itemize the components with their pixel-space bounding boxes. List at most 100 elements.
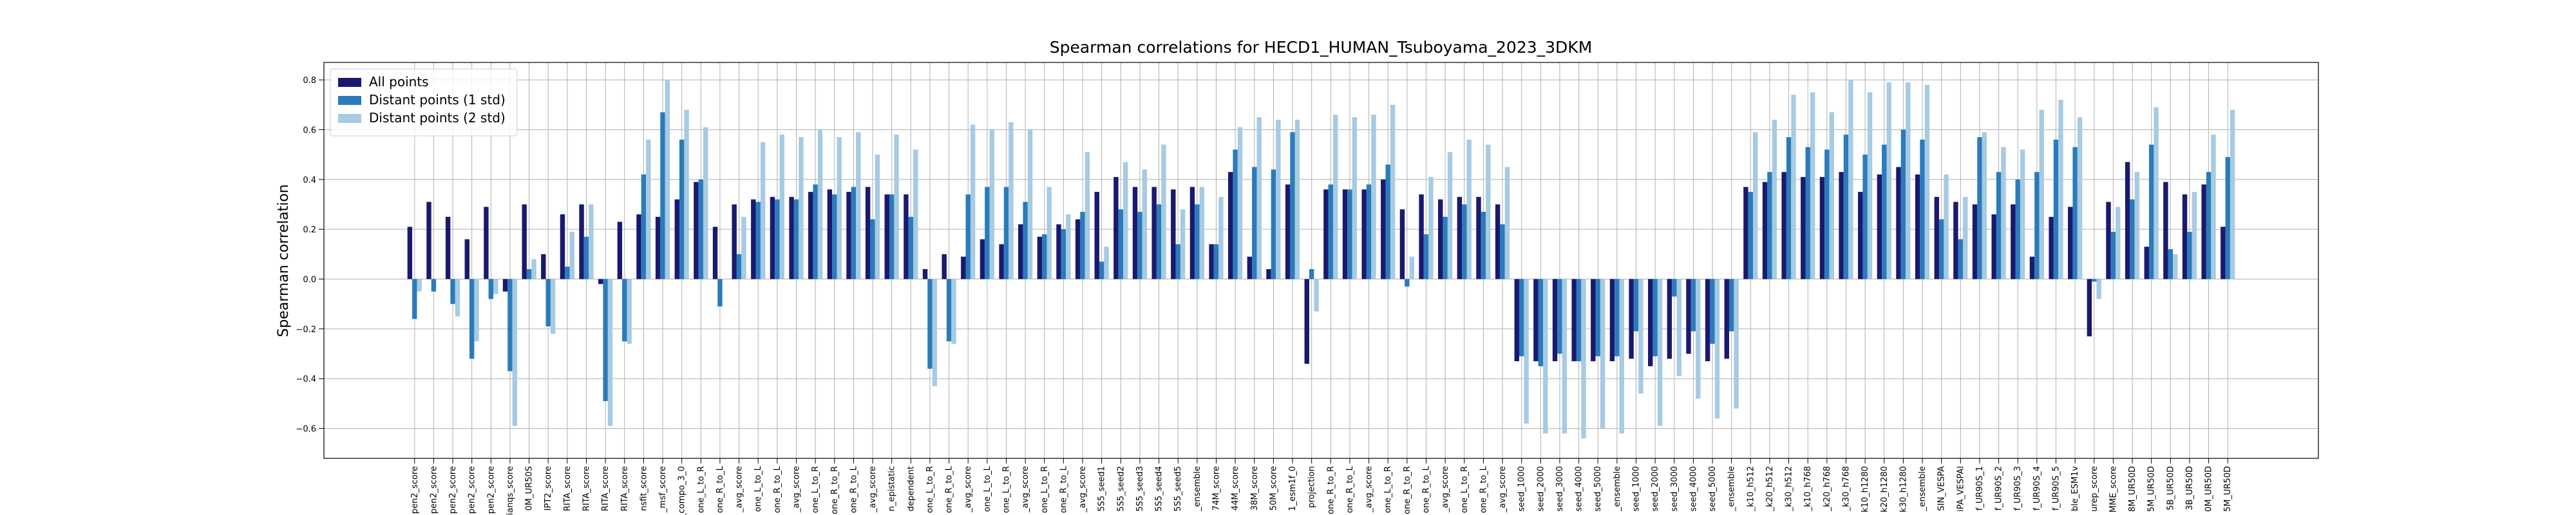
- x-tick-label: dependent: [906, 466, 916, 511]
- bar: [2072, 147, 2078, 279]
- bar: [474, 279, 479, 342]
- bar: [865, 187, 871, 279]
- bar: [1600, 279, 1605, 429]
- bar: [1533, 279, 1539, 362]
- bar: [1046, 187, 1052, 279]
- bar: [464, 239, 469, 279]
- bar: [1690, 279, 1696, 332]
- bar: [717, 279, 723, 307]
- bar: [817, 129, 823, 279]
- bar: [1705, 279, 1710, 362]
- bar: [1543, 279, 1548, 434]
- bar: [1390, 104, 1396, 279]
- bar: [1839, 172, 1844, 279]
- bar: [1309, 269, 1314, 279]
- bar: [2154, 107, 2159, 279]
- x-tick-label: f_UR90S_4: [2032, 466, 2042, 510]
- x-tick-label: RITA_score: [601, 466, 611, 511]
- x-tick-label: 5S5_seed5: [1173, 466, 1183, 512]
- bar: [2148, 144, 2154, 279]
- x-tick-label: one_R_to_L: [773, 465, 782, 513]
- bar: [1342, 189, 1348, 279]
- x-tick-label: _k10_h512: [1746, 466, 1756, 512]
- bar: [2134, 172, 2140, 279]
- bar: [1824, 149, 1830, 279]
- bar: [1609, 279, 1615, 362]
- x-tick-label: one_L_to_R: [811, 466, 820, 513]
- x-tick-label: 0M_UR50S: [525, 466, 535, 510]
- bar: [1371, 115, 1376, 279]
- y-tick-label: −0.2: [296, 325, 316, 335]
- bar: [965, 194, 971, 279]
- bar: [2015, 179, 2020, 279]
- bar: [1199, 187, 1204, 279]
- bar: [1710, 279, 1715, 344]
- bar: [2211, 135, 2216, 279]
- bar: [846, 192, 851, 279]
- bar: [507, 279, 513, 371]
- bar: [1405, 279, 1410, 287]
- x-tick-label: pen2_score: [448, 466, 458, 514]
- x-tick-label: f_UR90S_1: [1975, 466, 1985, 510]
- bar: [1156, 204, 1162, 279]
- bar: [2125, 162, 2130, 279]
- x-tick-label: 5S5_seed3: [1135, 466, 1145, 512]
- legend-swatch: [338, 96, 361, 105]
- bar: [946, 279, 952, 342]
- x-tick-label: _k10_h768: [1803, 466, 1813, 512]
- bar: [1381, 179, 1386, 279]
- bar: [2230, 109, 2235, 279]
- bar: [1676, 279, 1681, 377]
- bar: [1009, 122, 1014, 279]
- bar: [1314, 279, 1319, 312]
- bar: [770, 196, 775, 279]
- bar: [1056, 224, 1061, 279]
- bar: [1791, 95, 1796, 279]
- x-tick-label: one_R_to_R: [1326, 466, 1336, 514]
- bar: [641, 174, 647, 279]
- bar: [1500, 224, 1505, 279]
- bar: [989, 129, 994, 279]
- bar: [1023, 201, 1028, 279]
- bar: [875, 154, 880, 279]
- x-tick-label: _avg_score: [735, 466, 744, 513]
- bar: [775, 199, 780, 279]
- chart-title: Spearman correlations for HECD1_HUMAN_Ts…: [1050, 38, 1593, 57]
- bar: [1495, 204, 1501, 279]
- bar: [1667, 279, 1672, 359]
- bar: [1786, 137, 1792, 279]
- bar: [531, 259, 536, 279]
- x-tick-label: seed_4000: [1575, 466, 1584, 512]
- bar: [1843, 135, 1849, 279]
- x-tick-label: pen2_score: [468, 466, 477, 514]
- x-tick-label: one_R_to_L: [945, 465, 954, 513]
- x-tick-label: seed_5000: [1593, 466, 1603, 512]
- x-tick-label: 50M_score: [1269, 466, 1278, 510]
- legend-label: Distant points (1 std): [369, 92, 506, 108]
- bar: [1906, 82, 1911, 279]
- bar: [2053, 139, 2059, 279]
- bar: [2029, 256, 2035, 279]
- x-tick-label: 38M_score: [1250, 466, 1260, 510]
- bar: [1762, 182, 1768, 279]
- bar: [927, 279, 933, 369]
- bar: [1361, 189, 1367, 279]
- bar: [2011, 204, 2016, 279]
- bar: [1218, 196, 1224, 279]
- x-tick-label: 5S5_seed4: [1155, 466, 1164, 512]
- bar: [1615, 279, 1620, 357]
- bar: [961, 256, 966, 279]
- bar: [1858, 192, 1863, 279]
- bar: [684, 109, 689, 279]
- bar: [808, 192, 813, 279]
- bar: [932, 279, 938, 386]
- bar: [579, 204, 584, 279]
- bar: [1748, 192, 1754, 279]
- x-tick-label: RITA_score: [620, 466, 630, 511]
- bar: [2110, 232, 2116, 279]
- x-tick-label: 44M_score: [1231, 466, 1240, 510]
- x-tick-label: one_R_to_L: [849, 465, 858, 513]
- bar: [1648, 279, 1653, 366]
- bar: [1552, 279, 1558, 362]
- bar: [913, 149, 918, 279]
